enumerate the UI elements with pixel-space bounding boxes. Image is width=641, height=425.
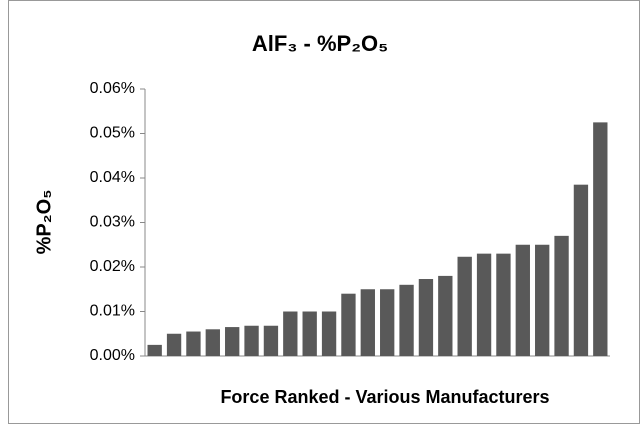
y-tick-label: 0.05% (90, 125, 135, 142)
bar (399, 284, 414, 356)
bar (225, 327, 240, 356)
bar (321, 311, 337, 356)
bar (554, 235, 569, 356)
y-tick-label: 0.03% (90, 214, 135, 231)
bar (341, 293, 356, 356)
bar (244, 325, 259, 356)
y-tick-label: 0.00% (90, 347, 135, 364)
bar (283, 311, 298, 356)
bar (438, 275, 453, 356)
y-tick-label: 0.04% (90, 169, 135, 186)
bar (573, 184, 589, 356)
bar (418, 279, 434, 356)
bar (166, 333, 182, 356)
y-tick-label: 0.02% (90, 258, 135, 275)
bar (360, 289, 375, 356)
bar (380, 289, 395, 356)
y-tick-label: 0.01% (90, 303, 135, 320)
bar (147, 344, 162, 356)
bar (496, 253, 511, 356)
x-axis-label: Force Ranked - Various Manufacturers (220, 387, 549, 407)
y-axis-label: %P₂O₅ (33, 190, 55, 255)
bar (263, 325, 279, 356)
bar (457, 256, 472, 356)
chart-frame (8, 0, 640, 424)
bar (186, 331, 201, 356)
chart-title: AlF₃ - %P₂O₅ (252, 31, 388, 56)
bar (476, 253, 492, 356)
y-tick-label: 0.06% (90, 80, 135, 97)
bar (205, 329, 220, 356)
bar (515, 244, 530, 356)
bar (535, 244, 550, 356)
bar (593, 122, 608, 356)
bar (302, 311, 317, 356)
